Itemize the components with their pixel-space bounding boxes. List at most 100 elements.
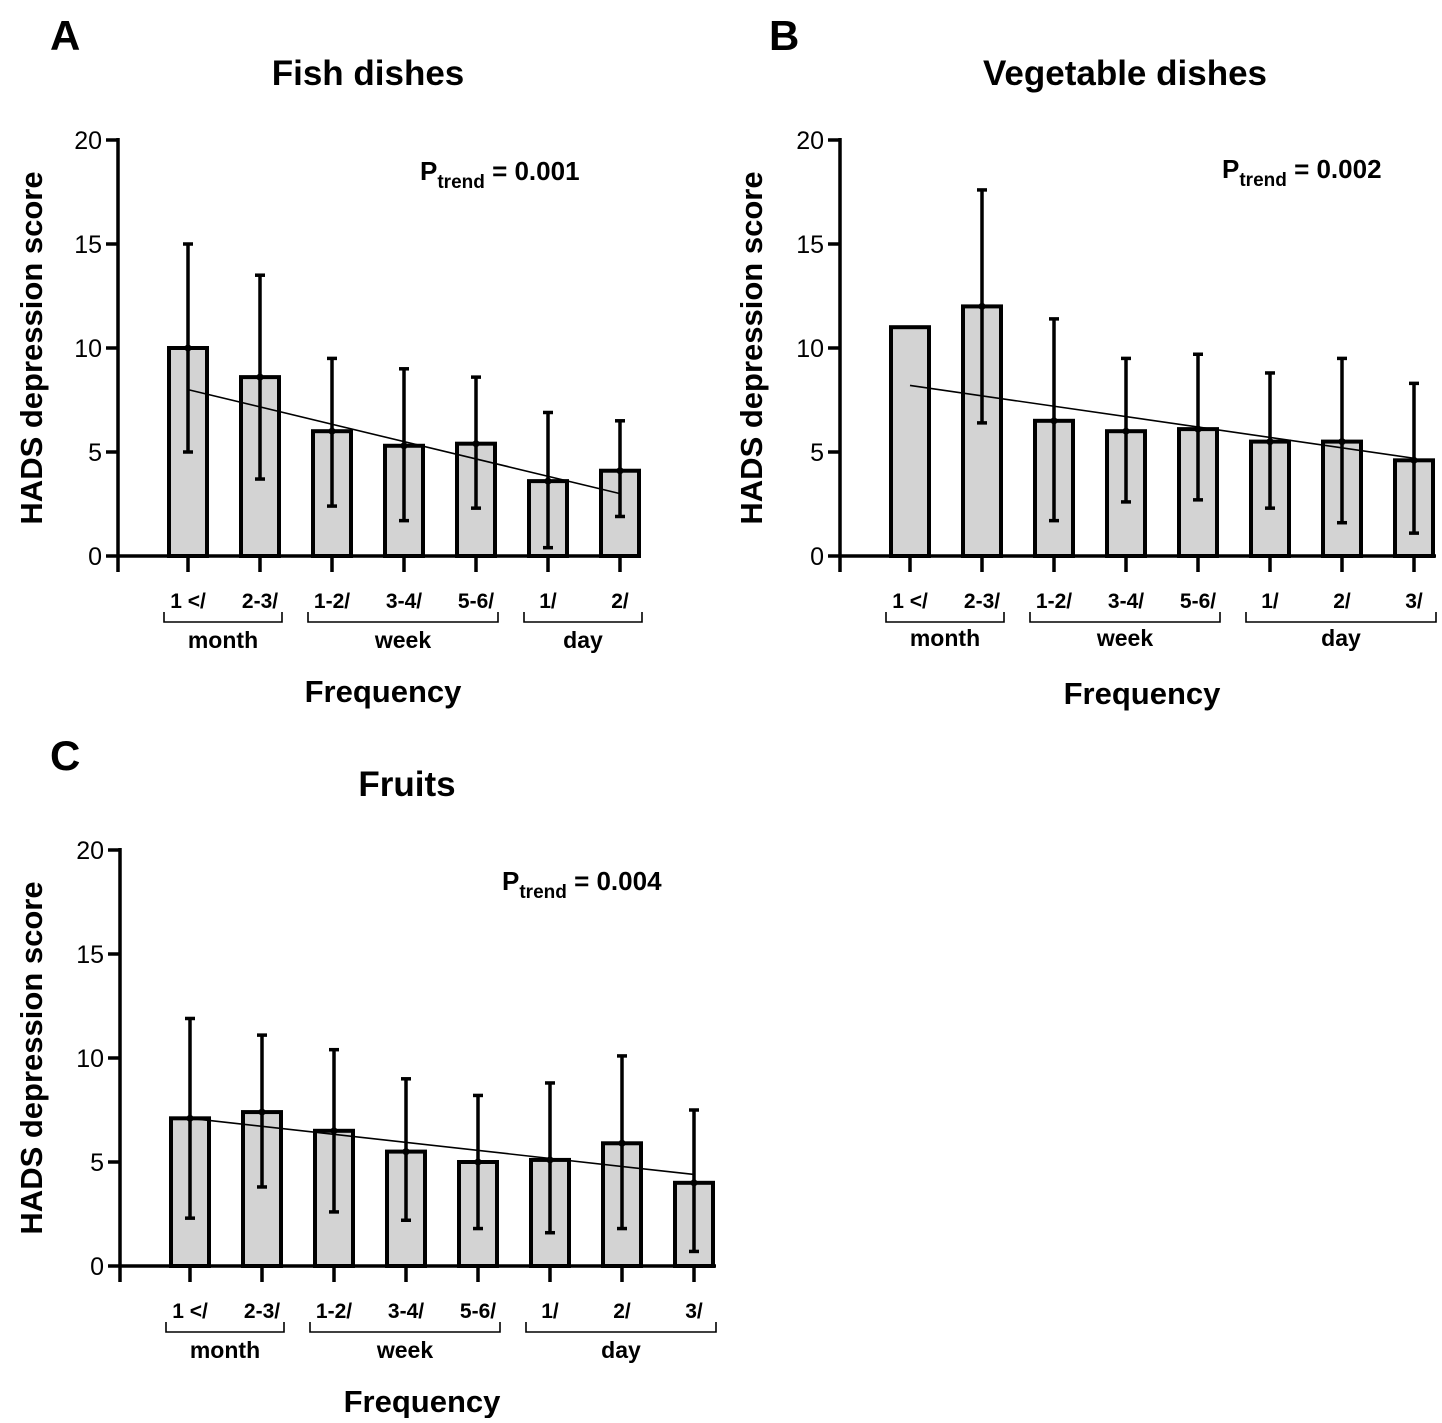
x-tick-label: 1 </ bbox=[892, 590, 928, 613]
x-tick-label: 1/ bbox=[539, 590, 557, 613]
y-axis-label: HADS depression score bbox=[14, 171, 49, 524]
chart-title: Fruits bbox=[358, 765, 455, 804]
mean-point bbox=[472, 440, 480, 448]
y-tick-label: 15 bbox=[74, 231, 102, 259]
group-label: month bbox=[190, 1337, 260, 1363]
mean-point bbox=[618, 1139, 626, 1147]
chart-panel-b: B Vegetable dishes HADS depression score 0 5… bbox=[734, 12, 1437, 711]
mean-point bbox=[402, 1148, 410, 1156]
x-tick-label: 2-3/ bbox=[242, 590, 278, 613]
group-bracket bbox=[523, 612, 643, 623]
x-tick-label: 1/ bbox=[541, 1300, 559, 1323]
x-axis-label: Frequency bbox=[305, 674, 463, 709]
mean-point bbox=[256, 373, 264, 381]
x-tick-label: 2/ bbox=[611, 590, 629, 613]
y-tick-label: 5 bbox=[88, 439, 102, 467]
mean-point bbox=[1338, 438, 1346, 446]
panel-letter: C bbox=[50, 732, 80, 779]
y-tick-label: 0 bbox=[88, 543, 102, 571]
y-axis-label: HADS depression score bbox=[734, 171, 769, 524]
y-tick-label: 20 bbox=[796, 127, 824, 155]
mean-point bbox=[690, 1179, 698, 1187]
p-trend-main: P bbox=[1222, 154, 1239, 184]
x-tick-label: 5-6/ bbox=[460, 1300, 496, 1323]
bar bbox=[889, 325, 931, 559]
mean-point bbox=[978, 302, 986, 310]
p-trend-annotation: Ptrend = 0.001 bbox=[420, 156, 580, 193]
x-tick-label: 1 </ bbox=[172, 1300, 208, 1323]
p-trend-annotation: Ptrend = 0.002 bbox=[1222, 154, 1382, 191]
x-tick-label: 2/ bbox=[1333, 590, 1351, 613]
trend-line bbox=[909, 384, 1415, 460]
mean-point bbox=[616, 467, 624, 475]
x-tick-label: 3-4/ bbox=[1108, 590, 1144, 613]
chart-title: Fish dishes bbox=[272, 54, 465, 93]
chart-panel-c: C Fruits HADS depression score 0 5 10 15 20 1 </… bbox=[14, 732, 717, 1419]
group-label: day bbox=[1321, 625, 1361, 651]
x-tick-label: 3/ bbox=[1405, 590, 1423, 613]
mean-point bbox=[1266, 438, 1274, 446]
group-bracket bbox=[309, 1322, 501, 1333]
group-bracket bbox=[525, 1322, 717, 1333]
x-tick-label: 1-2/ bbox=[314, 590, 350, 613]
p-trend-value: = 0.001 bbox=[485, 156, 580, 186]
y-tick-label: 0 bbox=[810, 543, 824, 571]
mean-point bbox=[400, 442, 408, 450]
x-tick-label: 1-2/ bbox=[316, 1300, 352, 1323]
group-bracket bbox=[885, 612, 1005, 623]
p-trend-subscript: trend bbox=[437, 172, 485, 193]
panel-letter: A bbox=[50, 12, 80, 59]
x-tick-label: 3/ bbox=[685, 1300, 703, 1323]
group-bracket bbox=[1029, 612, 1221, 623]
x-tick-label: 3-4/ bbox=[386, 590, 422, 613]
chart-panel-a: A Fish dishes HADS depression score 0 5 10 15 2… bbox=[14, 12, 643, 709]
group-label: day bbox=[563, 627, 603, 653]
group-label: week bbox=[1096, 625, 1153, 651]
mean-point bbox=[544, 477, 552, 485]
mean-point bbox=[1050, 417, 1058, 425]
x-tick-label: 5-6/ bbox=[458, 590, 494, 613]
y-tick-label: 15 bbox=[796, 231, 824, 259]
y-axis-label: HADS depression score bbox=[14, 881, 49, 1234]
x-axis-label: Frequency bbox=[344, 1384, 502, 1418]
mean-point bbox=[258, 1108, 266, 1116]
group-label: week bbox=[376, 1337, 433, 1363]
mean-point bbox=[184, 344, 192, 352]
group-bracket bbox=[307, 612, 499, 623]
p-trend-value: = 0.002 bbox=[1287, 154, 1382, 184]
p-trend-main: P bbox=[420, 156, 437, 186]
y-tick-label: 15 bbox=[76, 941, 104, 969]
group-label: week bbox=[374, 627, 431, 653]
x-tick-label: 5-6/ bbox=[1180, 590, 1216, 613]
trend-line bbox=[189, 1117, 695, 1176]
y-tick-label: 0 bbox=[90, 1253, 104, 1281]
x-tick-label: 1 </ bbox=[170, 590, 206, 613]
y-tick-label: 20 bbox=[74, 127, 102, 155]
p-trend-value: = 0.004 bbox=[567, 866, 662, 896]
y-tick-label: 10 bbox=[74, 335, 102, 363]
group-bracket bbox=[163, 612, 283, 623]
group-label: day bbox=[601, 1337, 641, 1363]
group-bracket bbox=[165, 1322, 285, 1333]
y-tick-label: 5 bbox=[810, 439, 824, 467]
p-trend-subscript: trend bbox=[519, 882, 567, 903]
mean-point bbox=[1122, 427, 1130, 435]
x-tick-label: 2-3/ bbox=[244, 1300, 280, 1323]
mean-point bbox=[330, 1127, 338, 1135]
panel-letter: B bbox=[769, 12, 799, 59]
y-tick-label: 5 bbox=[90, 1149, 104, 1177]
x-tick-label: 1/ bbox=[1261, 590, 1279, 613]
p-trend-subscript: trend bbox=[1239, 170, 1287, 191]
mean-point bbox=[328, 427, 336, 435]
mean-point bbox=[474, 1158, 482, 1166]
y-tick-label: 10 bbox=[76, 1045, 104, 1073]
group-bracket bbox=[1245, 612, 1437, 623]
x-tick-label: 1-2/ bbox=[1036, 590, 1072, 613]
y-tick-label: 10 bbox=[796, 335, 824, 363]
p-trend-main: P bbox=[502, 866, 519, 896]
trend-line bbox=[187, 388, 621, 495]
x-tick-label: 2/ bbox=[613, 1300, 631, 1323]
x-tick-label: 3-4/ bbox=[388, 1300, 424, 1323]
p-trend-annotation: Ptrend = 0.004 bbox=[502, 866, 662, 903]
